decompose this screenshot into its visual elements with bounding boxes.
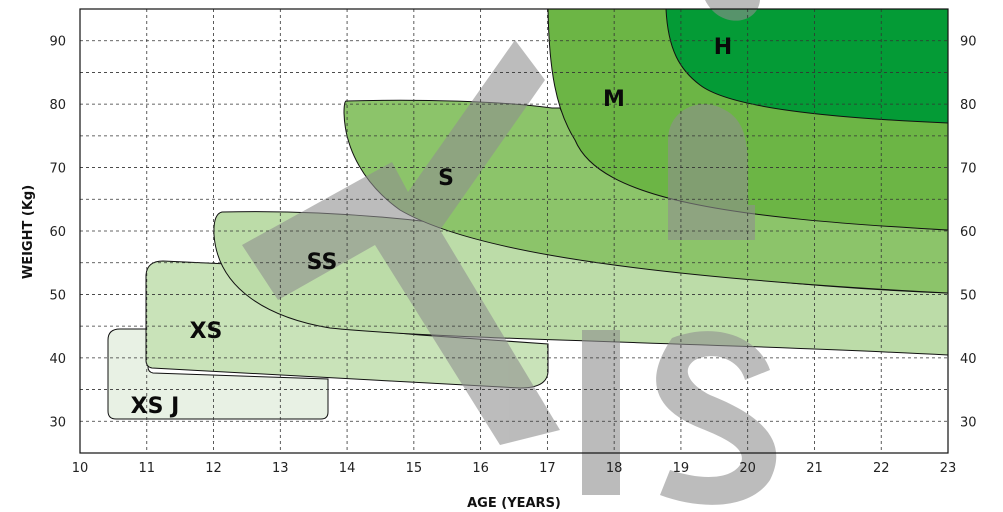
x-tick-label-23: 23 xyxy=(940,461,957,476)
watermark-letter-dot xyxy=(705,0,760,21)
x-tick-label-22: 22 xyxy=(873,461,890,476)
y-tick-label-left-50: 50 xyxy=(49,288,66,303)
x-tick-label-13: 13 xyxy=(272,461,289,476)
zone-label-xs-j: XS J xyxy=(131,394,180,419)
zone-label-m: M xyxy=(603,87,625,112)
x-tick-label-11: 11 xyxy=(138,461,155,476)
y-axis-title: WEIGHT (Kg) xyxy=(21,185,36,279)
x-axis-title: AGE (YEARS) xyxy=(467,496,561,511)
zone-label-h: H xyxy=(714,35,732,60)
plot-frame xyxy=(79,8,949,454)
tick-labels: 10 11 12 13 14 15 16 17 18 19 20 21 22 23 30 30 40 40 50 50… xyxy=(49,35,976,476)
watermark-letter-s xyxy=(656,331,777,505)
y-tick-label-left-30: 30 xyxy=(49,415,66,430)
y-tick-label-right-30: 30 xyxy=(960,415,977,430)
x-tick-label-18: 18 xyxy=(606,461,623,476)
y-tick-label-left-70: 70 xyxy=(49,162,66,177)
watermark-letter-i xyxy=(582,330,620,495)
x-tick-label-21: 21 xyxy=(806,461,823,476)
y-tick-label-right-80: 80 xyxy=(960,98,977,113)
x-tick-label-10: 10 xyxy=(72,461,89,476)
watermark-letter-i-top xyxy=(668,104,755,240)
y-tick-label-left-80: 80 xyxy=(49,98,66,113)
zone-label-ss: SS xyxy=(307,250,338,275)
y-tick-label-right-70: 70 xyxy=(960,162,977,177)
x-tick-label-19: 19 xyxy=(673,461,690,476)
zone-label-s: S xyxy=(438,166,454,191)
y-tick-label-right-90: 90 xyxy=(960,35,977,50)
y-tick-label-right-50: 50 xyxy=(960,288,977,303)
y-tick-label-right-60: 60 xyxy=(960,225,977,240)
zone-label-xs: XS xyxy=(190,319,223,344)
y-tick-label-right-40: 40 xyxy=(960,352,977,367)
y-tick-label-left-60: 60 xyxy=(49,225,66,240)
x-tick-label-17: 17 xyxy=(539,461,556,476)
zone-xs-j xyxy=(107,328,329,420)
x-tick-label-20: 20 xyxy=(739,461,756,476)
x-tick-label-15: 15 xyxy=(406,461,423,476)
x-tick-label-16: 16 xyxy=(472,461,489,476)
x-tick-label-12: 12 xyxy=(205,461,222,476)
y-tick-label-left-90: 90 xyxy=(49,35,66,50)
x-tick-label-14: 14 xyxy=(339,461,356,476)
y-tick-label-left-40: 40 xyxy=(49,352,66,367)
zone-h xyxy=(665,8,949,124)
grid xyxy=(80,9,948,453)
